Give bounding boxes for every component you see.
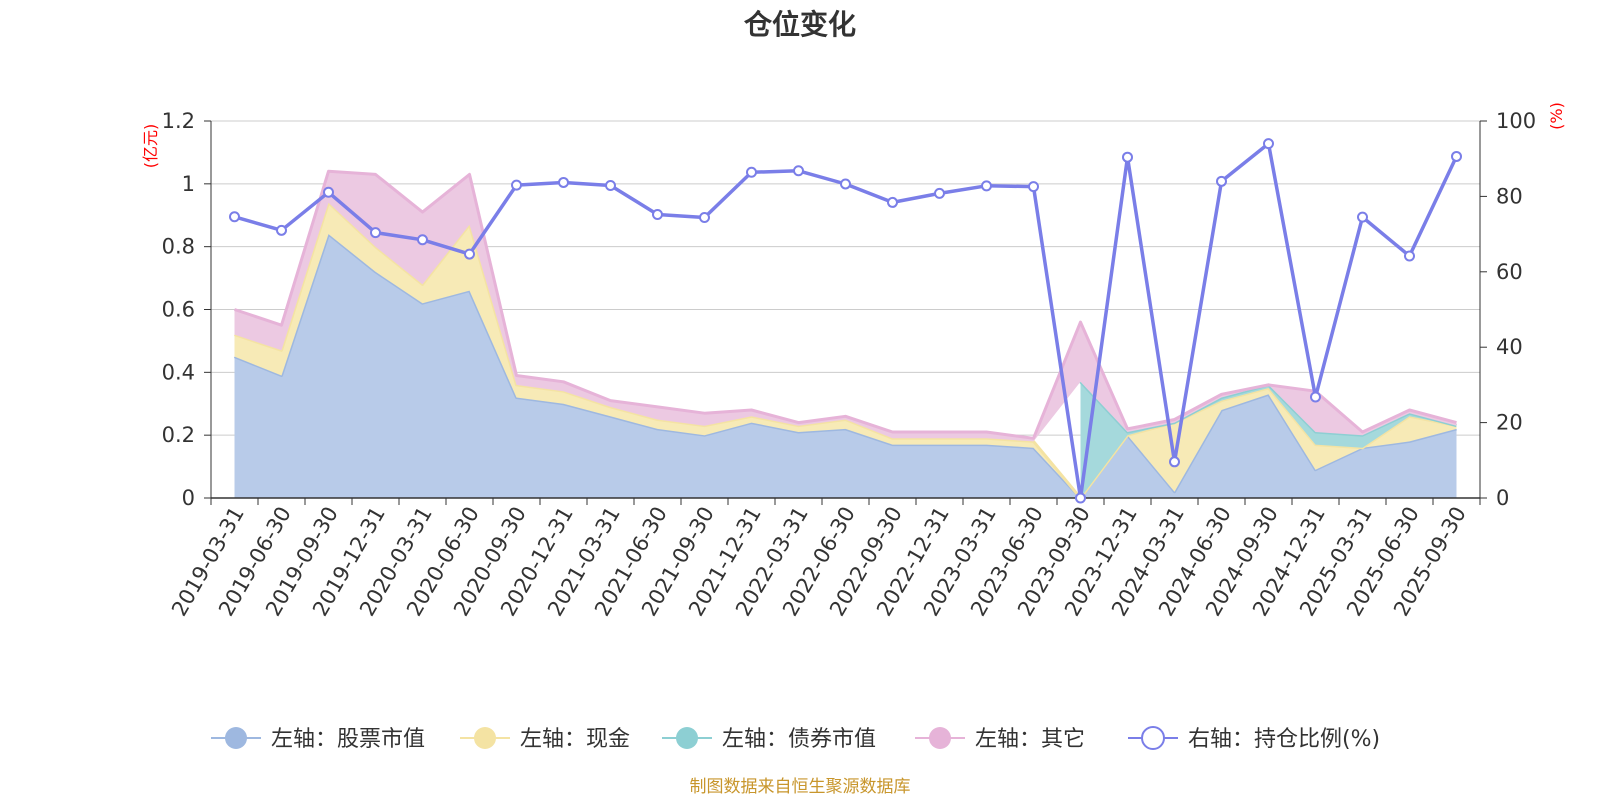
area-左轴：其它 [234,171,1457,442]
ratio-point [511,179,522,191]
ratio-point [370,227,381,239]
legend-marker [1141,726,1165,750]
left-tick-label: 0.2 [162,423,195,447]
left-tick-label: 1.2 [162,109,195,133]
ratio-point [793,165,804,177]
ratio-point [1028,181,1039,193]
legend-marker [225,727,247,749]
right-tick-label: 80 [1496,184,1523,208]
chart-title: 仓位变化 [744,8,856,41]
legend-marker [929,727,951,749]
ratio-point [558,176,569,188]
legend-marker [676,727,698,749]
ratio-point [605,179,616,191]
right-tick-label: 20 [1496,411,1523,435]
ratio-point [276,224,287,236]
legend-marker [474,727,496,749]
ratio-point [981,180,992,192]
right-axis-unit: (%) [1547,102,1566,130]
legend-label: 左轴：其它 [975,727,1085,752]
area-左轴：股票市值 [234,234,1457,498]
legend-label: 右轴：持仓比例(%) [1188,727,1380,752]
right-tick-label: 60 [1496,260,1523,284]
stacked-areas [233,169,1457,500]
legend-label: 左轴：债券市值 [722,727,876,752]
area-edge-左轴：其它 [234,169,1457,440]
legend-label: 左轴：现金 [520,727,630,752]
right-tick-label: 100 [1496,109,1536,133]
ratio-line-series [229,138,1462,504]
ratio-point [887,196,898,208]
left-tick-label: 0.8 [162,235,195,259]
ratio-point [840,178,851,190]
ratio-point [1404,250,1415,262]
left-axis-unit: (亿元) [141,124,160,169]
ratio-point [417,234,428,246]
ratio-point [746,166,757,178]
ratio-point [1310,391,1321,403]
ratio-point [1075,492,1086,504]
left-tick-label: 0 [182,486,195,510]
ratio-point [1216,175,1227,187]
ratio-point [1263,138,1274,150]
ratio-point [1169,456,1180,468]
ratio-point [1122,151,1133,163]
ratio-point [699,212,710,224]
ratio-point [464,248,475,260]
legend-label: 左轴：股票市值 [271,727,425,752]
ratio-point [229,211,240,223]
ratio-point [323,186,334,198]
ratio-point [934,187,945,199]
data-source-note: 制图数据来自恒生聚源数据库 [690,777,911,797]
left-tick-label: 0.4 [162,360,195,384]
left-tick-label: 0.6 [162,298,195,322]
legend: 左轴：股票市值 左轴：现金 左轴：债券市值 左轴：其它 右轴：持仓比例(%) [211,726,1380,752]
right-tick-label: 40 [1496,335,1523,359]
left-tick-label: 1 [182,172,195,196]
ratio-point [1357,211,1368,223]
ratio-point [652,208,663,220]
area-左轴：现金 [234,202,1457,498]
ratio-point [1451,150,1462,162]
right-tick-label: 0 [1496,486,1509,510]
